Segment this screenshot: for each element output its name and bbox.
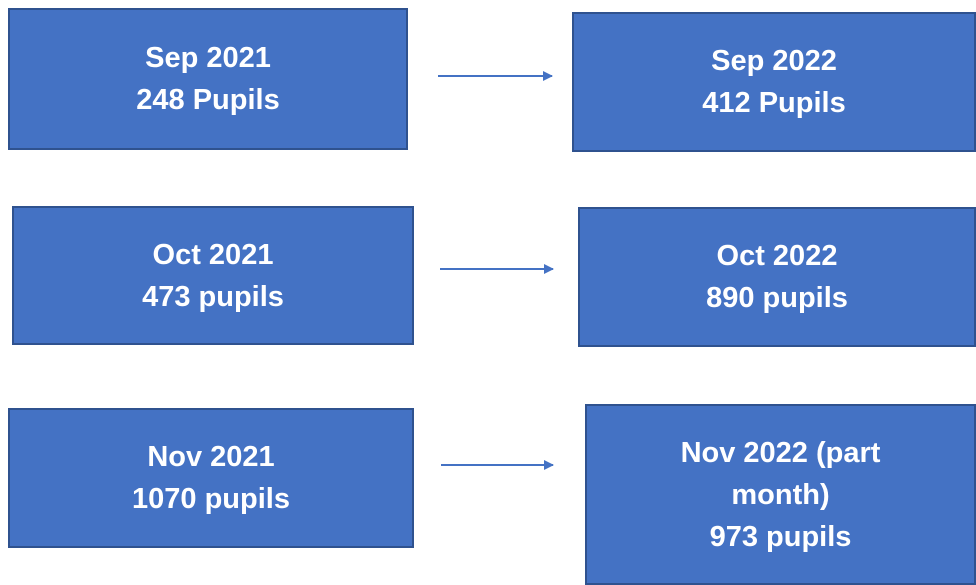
box: Sep 2021 248 Pupils — [8, 8, 408, 150]
count: 890 pupils — [706, 282, 848, 314]
period: Sep 2022 — [711, 45, 837, 77]
box: Nov 2022 (part month) 973 pupils — [585, 404, 976, 585]
period: Oct 2022 — [716, 240, 838, 272]
box: Nov 2021 1070 pupils — [8, 408, 414, 548]
count: 248 Pupils — [136, 84, 280, 116]
count: 973 pupils — [709, 520, 852, 553]
box: Sep 2022 412 Pupils — [572, 12, 976, 152]
count: 412 Pupils — [702, 87, 846, 119]
count: 473 pupils — [142, 280, 284, 313]
period: Sep 2021 — [145, 42, 271, 74]
period: Nov 2022 (part month) — [680, 436, 881, 511]
period: Oct 2021 — [152, 238, 274, 271]
period: Nov 2021 — [147, 441, 275, 473]
count: 1070 pupils — [132, 483, 290, 515]
box: Oct 2021 473 pupils — [12, 206, 414, 345]
box: Oct 2022 890 pupils — [578, 207, 976, 347]
